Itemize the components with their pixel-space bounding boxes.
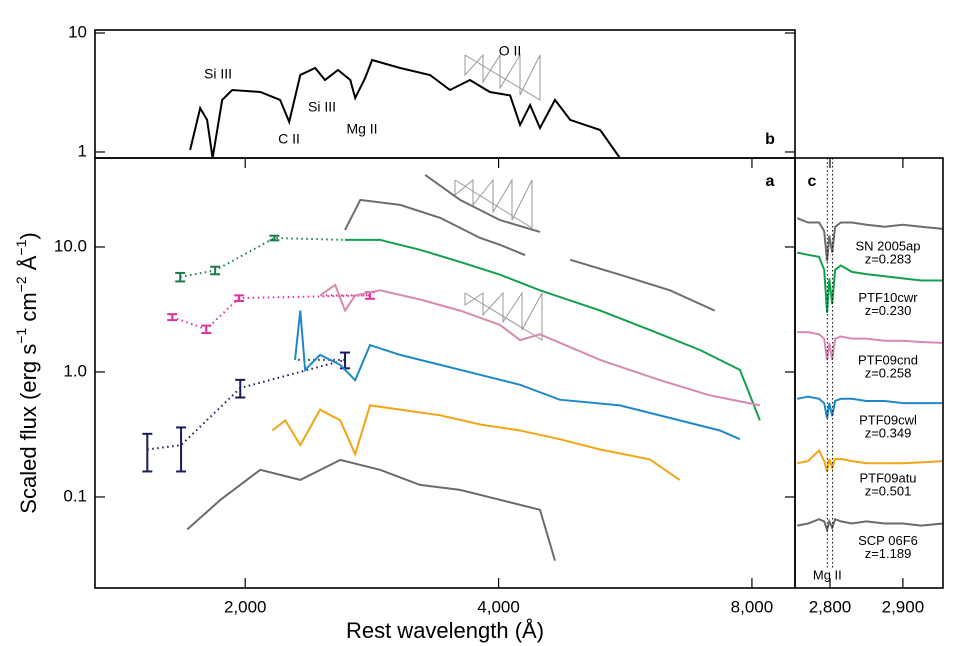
redshift-label: z=1.189 — [865, 546, 912, 561]
line-comb — [454, 178, 533, 229]
y-axis-label-part: −2 — [13, 276, 29, 292]
panel-label: a — [766, 173, 775, 190]
error-bar — [176, 426, 187, 473]
line-comb — [464, 291, 543, 341]
y-tick-label: 1 — [78, 141, 87, 160]
redshift-label: z=0.230 — [865, 303, 912, 318]
x-tick-label: 4,000 — [477, 597, 520, 616]
x-tick-label: 2,900 — [882, 597, 925, 616]
series-label: PTF09cwl — [859, 413, 917, 428]
panel-frame — [94, 157, 796, 589]
y-axis-label-part: cm — [16, 292, 41, 327]
annotation: Si III — [204, 66, 232, 82]
y-tick-label: 10 — [68, 22, 87, 41]
y-axis-label-part: −1 — [13, 239, 29, 255]
annotation: Si III — [308, 99, 336, 115]
y-axis-label-part: Å — [16, 255, 41, 276]
spectrum — [271, 404, 681, 481]
y-axis-label-part: ) — [16, 232, 41, 239]
redshift-label: z=0.501 — [865, 484, 912, 499]
series-label: PTF10cwr — [858, 290, 918, 305]
spectrum — [797, 448, 943, 473]
panel-label: b — [765, 131, 775, 148]
y-axis-label: Scaled flux (erg s−1 cm−2 Å−1) — [13, 232, 41, 513]
y-tick-label: 10.0 — [54, 236, 87, 255]
x-tick-label: 8,000 — [731, 597, 774, 616]
panel-frame — [794, 157, 944, 589]
series-label: PTF09cnd — [858, 352, 918, 367]
annotation: Mg II — [346, 121, 377, 137]
error-bar — [175, 271, 186, 283]
reference-label: Mg II — [813, 567, 842, 582]
photometry-link — [147, 358, 346, 451]
panel-label: c — [808, 173, 817, 190]
spectrum — [797, 331, 943, 361]
spectrum — [319, 283, 761, 407]
redshift-label: z=0.258 — [865, 365, 912, 380]
series-label: SN 2005ap — [855, 238, 920, 253]
redshift-label: z=0.283 — [865, 251, 912, 266]
series-label: SCP 06F6 — [858, 533, 918, 548]
x-tick-label: 2,800 — [809, 597, 852, 616]
photometry-link — [180, 236, 346, 278]
spectrum — [294, 310, 741, 441]
error-bar — [210, 265, 221, 276]
y-tick-label: 0.1 — [63, 486, 87, 505]
x-tick-label: 2,000 — [224, 597, 267, 616]
error-bar — [142, 432, 153, 473]
spectrum — [345, 238, 761, 421]
panel-frame — [94, 29, 796, 159]
line-comb — [464, 53, 541, 101]
error-bar — [269, 234, 280, 242]
error-bar — [167, 313, 178, 322]
spectrum — [344, 174, 716, 312]
error-bar — [235, 378, 246, 399]
y-axis-label-part: Scaled flux (erg s — [16, 344, 41, 514]
error-bar — [340, 351, 351, 370]
spectrum — [796, 217, 943, 262]
y-tick-label: 1.0 — [63, 361, 87, 380]
annotation: O II — [499, 43, 522, 59]
series-label: PTF09atu — [859, 471, 916, 486]
error-bar — [234, 294, 245, 302]
spectrum — [797, 395, 943, 419]
error-bar — [201, 324, 212, 335]
spectrum — [797, 251, 943, 313]
spectrum — [186, 458, 556, 561]
y-axis-label-part: −1 — [13, 328, 29, 344]
x-axis-label: Rest wavelength (Å) — [346, 618, 544, 643]
redshift-label: z=0.349 — [865, 426, 912, 441]
spectrum — [797, 517, 943, 534]
spectrum — [189, 58, 621, 158]
annotation: C II — [278, 131, 300, 147]
